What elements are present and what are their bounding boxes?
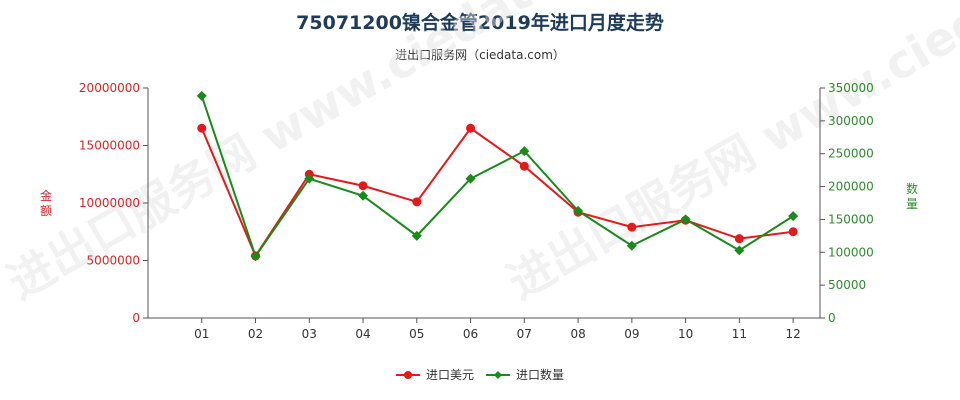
y-left-label: 额 — [40, 204, 52, 218]
data-point-quantity — [573, 205, 584, 216]
x-tick-label: 06 — [463, 327, 478, 341]
y-right-tick-label: 250000 — [828, 147, 874, 161]
series-line-quantity — [200, 95, 794, 259]
data-point-quantity — [196, 90, 207, 101]
x-tick-label: 07 — [517, 327, 532, 341]
legend-marker-quantity — [494, 371, 502, 379]
y-left-tick-label: 10000000 — [79, 196, 140, 210]
data-point-quantity — [250, 251, 261, 262]
x-tick-label: 02 — [248, 327, 263, 341]
data-point-amount — [466, 123, 476, 133]
x-tick-label: 11 — [732, 327, 747, 341]
data-point-quantity — [626, 240, 637, 251]
data-point-quantity — [519, 146, 530, 157]
y-right-tick-label: 350000 — [828, 81, 874, 95]
data-point-quantity — [465, 173, 476, 184]
y-right-tick-label: 0 — [828, 311, 836, 325]
chart-subtitle: 进出口服务网（ciedata.com） — [395, 48, 565, 62]
x-tick-label: 10 — [678, 327, 693, 341]
data-point-amount — [734, 234, 744, 244]
legend-label-amount: 进口美元 — [426, 368, 474, 382]
x-tick-label: 08 — [570, 327, 585, 341]
x-tick-label: 05 — [409, 327, 424, 341]
x-tick-label: 09 — [624, 327, 639, 341]
data-point-amount — [358, 181, 368, 191]
y-right-tick-label: 100000 — [828, 245, 874, 259]
series-line-amount — [200, 126, 794, 259]
y-right-label: 量 — [906, 197, 918, 211]
y-left-tick-label: 15000000 — [79, 139, 140, 153]
data-point-quantity — [411, 230, 422, 241]
data-point-quantity — [358, 190, 369, 201]
y-left-tick-label: 5000000 — [87, 254, 140, 268]
y-right-label: 数 — [906, 181, 918, 196]
y-right-tick-label: 50000 — [828, 278, 866, 292]
y-left-tick-label: 0 — [132, 311, 140, 325]
data-point-amount — [412, 197, 422, 207]
y-left-tick-label: 20000000 — [79, 81, 140, 95]
data-point-amount — [197, 123, 207, 133]
y-right-tick-label: 300000 — [828, 114, 874, 128]
x-tick-label: 03 — [302, 327, 317, 341]
data-point-quantity — [788, 211, 799, 222]
legend-marker-amount — [404, 371, 412, 379]
data-point-amount — [788, 227, 798, 237]
data-point-quantity — [304, 173, 315, 184]
data-point-quantity — [680, 214, 691, 225]
x-tick-label: 01 — [194, 327, 209, 341]
data-point-amount — [627, 222, 637, 232]
x-tick-label: 04 — [355, 327, 370, 341]
data-point-amount — [519, 161, 529, 171]
chart-title: 75071200镍合金管2019年进口月度走势 — [296, 12, 664, 34]
watermark-text: 进出口服务网 www.ciedata.com — [499, 0, 960, 310]
y-right-tick-label: 200000 — [828, 180, 874, 194]
x-tick-label: 12 — [785, 327, 800, 341]
legend-label-quantity: 进口数量 — [516, 367, 564, 382]
data-point-quantity — [734, 245, 745, 256]
y-right-tick-label: 150000 — [828, 212, 874, 226]
y-left-label: 金 — [40, 188, 52, 203]
